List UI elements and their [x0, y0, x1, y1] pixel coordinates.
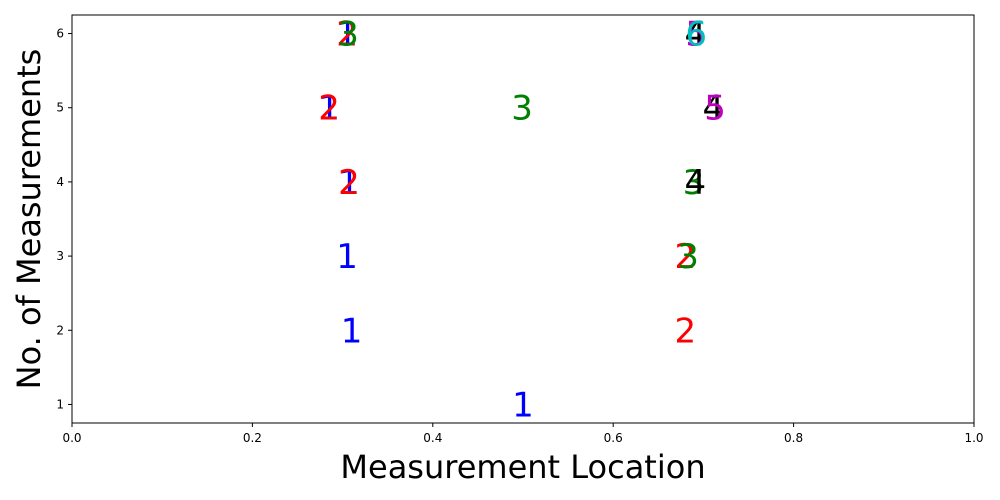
x-axis: 0.0 0.2 0.4 0.6 0.8 1.0 — [62, 423, 984, 445]
data-point-label: 3 — [683, 163, 705, 203]
x-tick-label: 0.4 — [423, 431, 442, 445]
data-point-label: 1 — [512, 385, 534, 425]
data-point-label: 1 — [318, 89, 340, 129]
data-point-label: 5 — [685, 15, 707, 55]
data-point-label: 5 — [704, 89, 726, 129]
x-tick-label: 0.6 — [604, 431, 623, 445]
x-tick-label: 0.8 — [784, 431, 803, 445]
y-tick-label: 2 — [56, 323, 64, 337]
y-tick-label: 3 — [56, 249, 64, 263]
data-point-label: 3 — [337, 15, 359, 55]
data-point-label: 1 — [336, 237, 358, 277]
y-tick-label: 1 — [56, 397, 64, 411]
data-point-label: 6 — [685, 15, 707, 55]
data-point-label: 4 — [703, 89, 725, 129]
x-axis-title: Measurement Location — [340, 448, 705, 486]
data-point-label: 2 — [675, 237, 697, 277]
data-point-label: 2 — [336, 15, 358, 55]
data-point-label: 4 — [684, 15, 706, 55]
data-point-label: 2 — [338, 163, 360, 203]
y-axis-title: No. of Measurements — [10, 49, 48, 390]
y-axis: 1 2 3 4 5 6 — [56, 27, 72, 411]
y-tick-label: 6 — [56, 27, 64, 41]
x-tick-label: 0.0 — [62, 431, 81, 445]
data-point-label: 3 — [677, 237, 699, 277]
data-point-label: 2 — [318, 89, 340, 129]
data-point-label: 3 — [511, 89, 533, 129]
axes-frame — [71, 14, 975, 424]
y-tick-label: 5 — [56, 101, 64, 115]
data-point-label: 1 — [336, 15, 358, 55]
data-point-label: 1 — [338, 163, 360, 203]
data-point-label: 1 — [341, 311, 363, 351]
data-point-label: 4 — [684, 163, 706, 203]
x-tick-label: 0.2 — [243, 431, 262, 445]
y-tick-label: 4 — [56, 175, 64, 189]
data-point-label: 2 — [675, 311, 697, 351]
x-tick-label: 1.0 — [964, 431, 983, 445]
